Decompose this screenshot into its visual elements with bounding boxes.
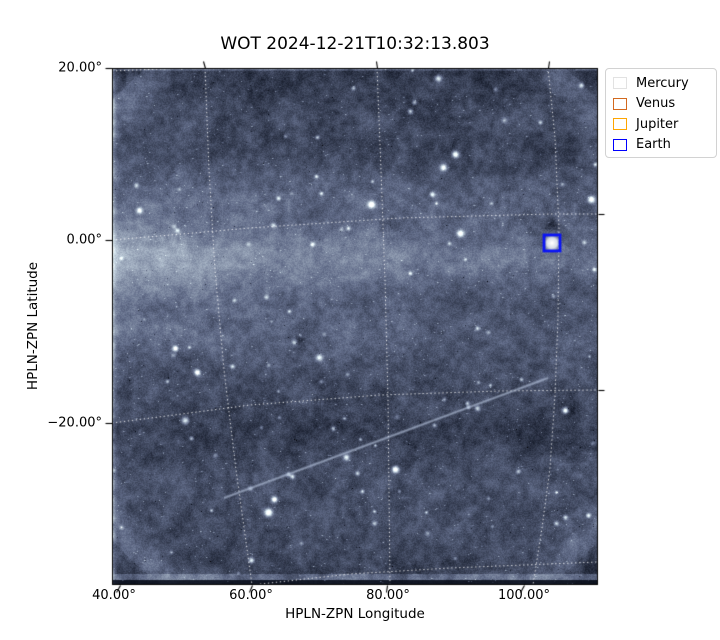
legend-label-earth: Earth (636, 137, 671, 153)
legend-item-earth: Earth (613, 135, 716, 156)
venus-marker-icon (613, 97, 627, 110)
legend-item-venus: Venus (613, 94, 716, 115)
legend-item-mercury: Mercury (613, 73, 716, 94)
legend-label-jupiter: Jupiter (636, 116, 679, 132)
y-tick-label-20: 20.00° (58, 60, 102, 76)
legend-label-venus: Venus (636, 96, 676, 112)
x-tick-label-40: 40.00° (92, 588, 136, 603)
legend-item-jupiter: Jupiter (613, 114, 716, 135)
plot-title: WOT 2024-12-21T10:32:13.803 (220, 34, 490, 54)
legend: Mercury Venus Jupiter Earth (605, 68, 717, 158)
y-axis-label: HPLN-ZPN Latitude (25, 261, 41, 391)
x-tick-label-100: 100.00° (498, 588, 550, 603)
y-tick-label-0: 0.00° (66, 232, 102, 248)
y-tick-label-neg20: −20.00° (47, 415, 102, 431)
x-tick-label-80: 80.00° (366, 588, 410, 603)
mercury-marker-icon (613, 77, 627, 90)
earth-marker-icon (613, 138, 627, 151)
x-tick-label-60: 60.00° (229, 588, 273, 603)
x-axis-label: HPLN-ZPN Longitude (285, 606, 425, 622)
jupiter-marker-icon (613, 118, 627, 131)
legend-label-mercury: Mercury (636, 75, 689, 91)
